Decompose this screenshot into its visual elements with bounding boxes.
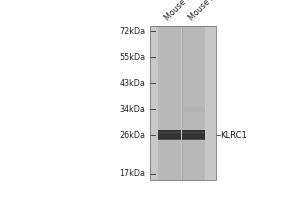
Bar — [150, 26, 216, 180]
Bar — [182, 132, 205, 133]
Bar — [182, 130, 205, 140]
Text: Mouse liver: Mouse liver — [187, 0, 226, 22]
Text: 72kDa: 72kDa — [119, 26, 146, 36]
Bar — [182, 138, 205, 140]
Bar — [182, 106, 205, 112]
Text: 26kDa: 26kDa — [119, 130, 146, 140]
Bar — [158, 26, 181, 180]
Bar — [158, 138, 181, 140]
Text: 34kDa: 34kDa — [120, 104, 146, 114]
Bar — [150, 26, 216, 180]
Bar — [158, 132, 181, 133]
Bar — [182, 26, 205, 180]
Text: 55kDa: 55kDa — [119, 52, 146, 62]
Text: 43kDa: 43kDa — [120, 78, 146, 88]
Bar — [158, 130, 181, 140]
Text: Mouse testis: Mouse testis — [163, 0, 205, 22]
Text: 17kDa: 17kDa — [119, 170, 146, 178]
Text: KLRC1: KLRC1 — [220, 130, 247, 140]
